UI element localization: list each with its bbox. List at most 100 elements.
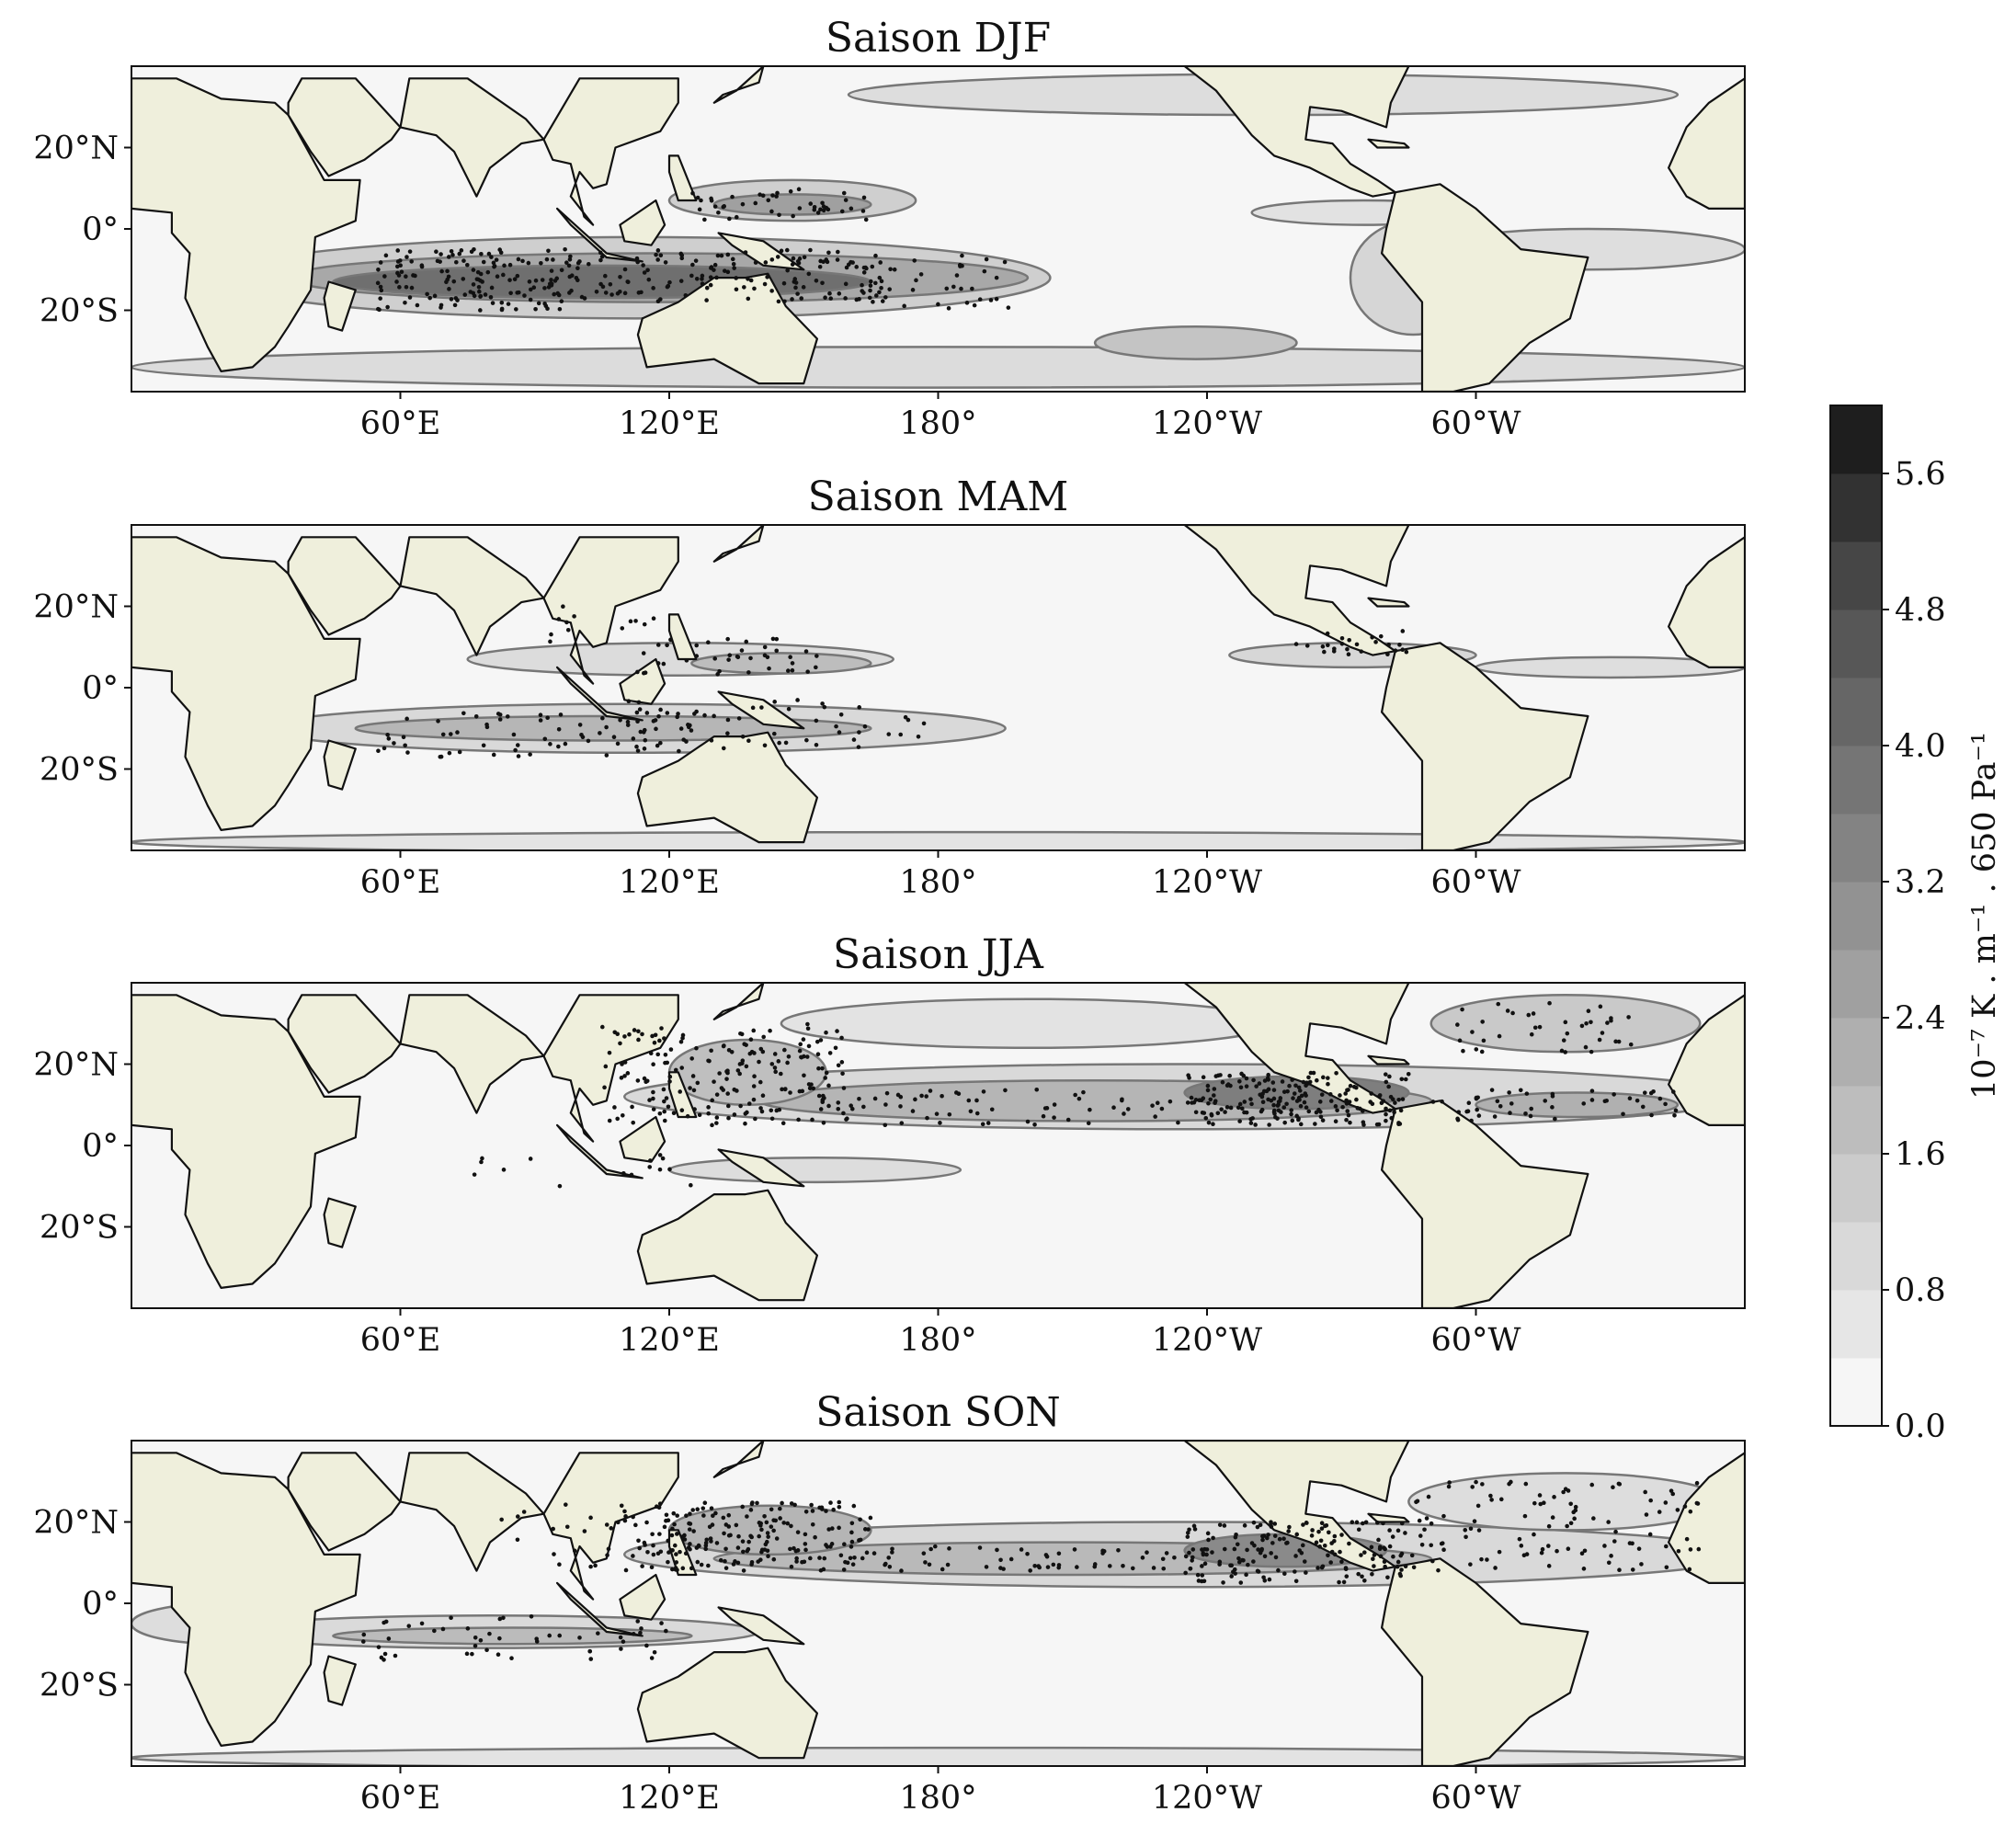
tc-genesis-dot	[1326, 1076, 1330, 1080]
tc-genesis-dot	[872, 1096, 878, 1101]
tc-genesis-dot	[1563, 1020, 1568, 1025]
tc-genesis-dot	[888, 267, 893, 272]
tc-genesis-dot	[1211, 1535, 1215, 1541]
tc-genesis-dot	[662, 1036, 666, 1041]
tc-genesis-dot	[820, 280, 825, 286]
tc-genesis-dot	[649, 1656, 655, 1660]
tc-genesis-dot	[651, 286, 655, 291]
tc-genesis-dot	[877, 275, 883, 280]
tc-genesis-dot	[527, 279, 532, 284]
tc-genesis-dot	[799, 1054, 804, 1060]
tc-genesis-dot	[1188, 1566, 1193, 1571]
tc-genesis-dot	[612, 1105, 617, 1110]
tc-genesis-dot	[801, 285, 806, 290]
tc-genesis-dot	[419, 263, 425, 268]
tc-genesis-dot	[533, 278, 539, 283]
tc-genesis-dot	[862, 724, 868, 729]
tc-genesis-dot	[1468, 1562, 1473, 1567]
tc-genesis-dot	[691, 1088, 697, 1093]
tc-genesis-dot	[790, 661, 795, 666]
tc-genesis-dot	[688, 1542, 692, 1546]
tc-genesis-dot	[551, 1526, 555, 1532]
tc-genesis-dot	[479, 1159, 484, 1165]
tc-genesis-dot	[483, 292, 488, 297]
tc-genesis-dot	[873, 280, 878, 286]
tc-genesis-dot	[805, 1026, 811, 1031]
tc-genesis-dot	[1469, 1118, 1474, 1123]
tc-genesis-dot	[654, 1504, 659, 1509]
tc-genesis-dot	[1281, 1536, 1286, 1542]
tc-genesis-dot	[622, 1060, 628, 1065]
tc-genesis-dot	[740, 1061, 745, 1066]
tc-genesis-dot	[780, 1121, 786, 1126]
tc-genesis-dot	[1663, 1101, 1668, 1107]
tc-genesis-dot	[803, 1509, 809, 1514]
tc-genesis-dot	[658, 253, 664, 258]
tc-genesis-dot	[836, 1063, 841, 1068]
tc-genesis-dot	[672, 1522, 677, 1527]
tc-genesis-dot	[1546, 1564, 1552, 1568]
tc-genesis-dot	[1403, 1531, 1407, 1535]
tc-genesis-dot	[1664, 1565, 1669, 1570]
tc-genesis-dot	[738, 1103, 743, 1109]
tc-genesis-dot	[419, 1621, 425, 1626]
tc-genesis-dot	[1304, 1570, 1308, 1575]
tc-genesis-dot	[1361, 1123, 1366, 1127]
tc-genesis-dot	[684, 658, 689, 663]
tc-genesis-dot	[1320, 644, 1326, 649]
tc-genesis-dot	[860, 289, 865, 293]
tc-genesis-dot	[656, 713, 661, 719]
tc-genesis-dot	[730, 194, 735, 199]
tc-genesis-dot	[492, 264, 497, 268]
tc-genesis-dot	[1183, 1554, 1189, 1559]
tc-genesis-dot	[1372, 1564, 1376, 1568]
tc-genesis-dot	[634, 710, 640, 715]
tc-genesis-dot	[699, 1562, 704, 1567]
tc-genesis-dot	[769, 257, 775, 262]
tc-genesis-dot	[1429, 1521, 1434, 1526]
tc-genesis-dot	[841, 1111, 846, 1116]
tc-genesis-dot	[1552, 1495, 1556, 1499]
tc-genesis-dot	[769, 1524, 774, 1529]
tc-genesis-dot	[404, 284, 409, 290]
tc-genesis-dot	[712, 656, 718, 661]
tc-genesis-dot	[748, 655, 753, 661]
tc-genesis-dot	[1561, 1038, 1566, 1043]
tc-genesis-dot	[455, 730, 460, 735]
tc-genesis-dot	[501, 272, 506, 278]
tc-genesis-dot	[884, 1090, 890, 1096]
tc-genesis-dot	[546, 285, 552, 290]
tc-genesis-dot	[1302, 1100, 1307, 1105]
tc-genesis-dot	[1508, 1111, 1512, 1115]
tc-genesis-dot	[820, 200, 825, 206]
tc-genesis-dot	[1272, 1533, 1278, 1538]
tc-genesis-dot	[1276, 1567, 1281, 1573]
tc-genesis-dot	[925, 1115, 929, 1121]
tc-genesis-dot	[497, 1616, 503, 1622]
tc-genesis-dot	[722, 1531, 726, 1536]
landmass	[1380, 1100, 1589, 1308]
tc-genesis-dot	[960, 263, 964, 268]
tc-genesis-dot	[657, 1111, 663, 1116]
tc-genesis-dot	[1266, 1077, 1270, 1082]
tc-genesis-dot	[619, 1503, 624, 1509]
contour-band	[667, 1038, 827, 1106]
tc-genesis-dot	[714, 1121, 719, 1125]
tc-genesis-dot	[1270, 1080, 1276, 1085]
tc-genesis-dot	[631, 1514, 635, 1520]
tc-genesis-dot	[835, 1029, 839, 1033]
tc-genesis-dot	[1329, 1549, 1335, 1555]
tc-genesis-dot	[1384, 1106, 1388, 1111]
tc-genesis-dot	[1493, 1566, 1498, 1570]
tc-genesis-dot	[401, 735, 406, 740]
tc-genesis-dot	[670, 1567, 675, 1572]
tc-genesis-dot	[1605, 1020, 1610, 1025]
tc-genesis-dot	[1673, 1108, 1679, 1113]
tc-genesis-dot	[779, 248, 784, 254]
tc-genesis-dot	[864, 1550, 870, 1556]
tc-genesis-dot	[392, 741, 396, 746]
tc-genesis-dot	[1185, 1534, 1190, 1539]
lon-tick-label: 180°	[899, 1322, 976, 1359]
tc-genesis-dot	[1627, 1096, 1633, 1100]
tc-genesis-dot	[567, 291, 572, 295]
